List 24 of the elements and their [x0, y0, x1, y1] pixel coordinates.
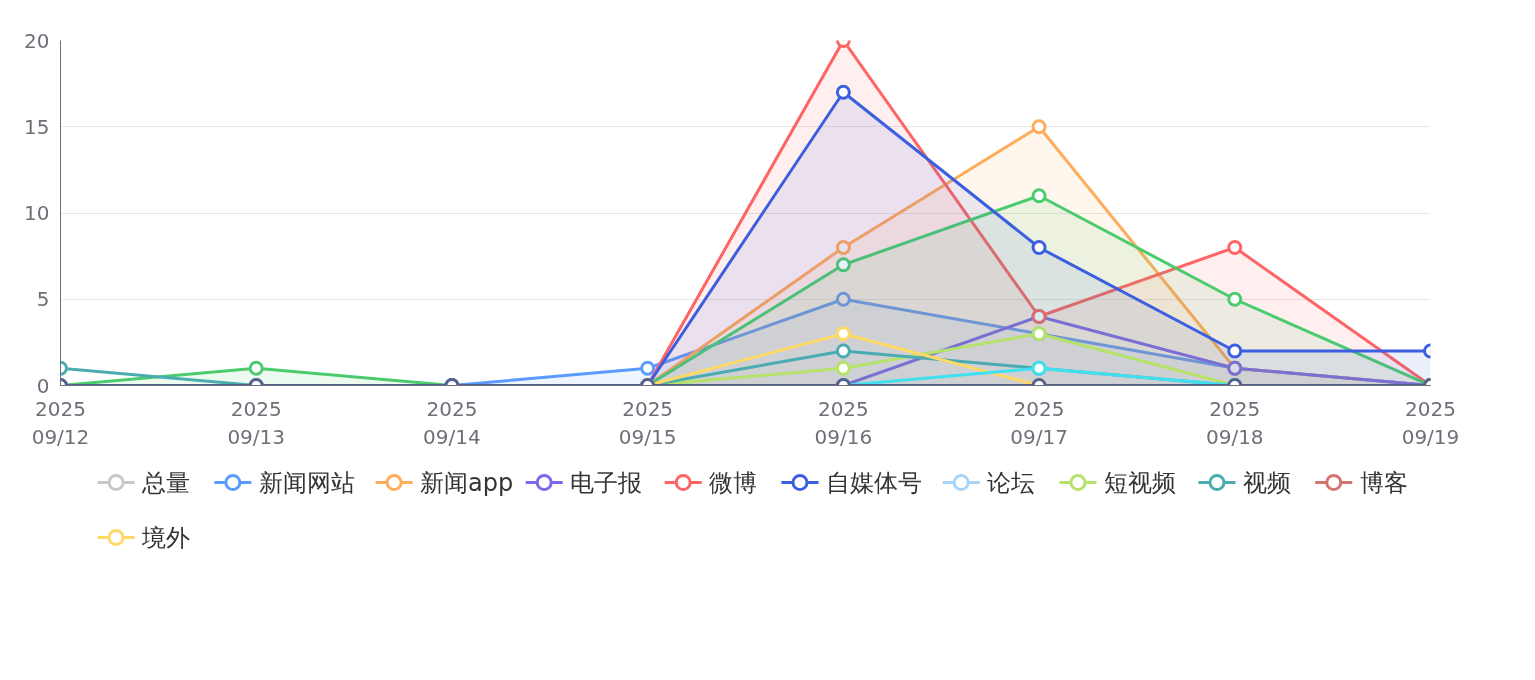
legend-label: 境外: [141, 523, 191, 552]
legend-label: 微博: [709, 468, 758, 497]
x-tick-label: 2025 09/17: [1010, 396, 1068, 450]
legend-label: 自媒体号: [825, 468, 922, 497]
x-tick-label: 2025 09/18: [1205, 396, 1264, 450]
x-tick-label: 2025 09/15: [618, 396, 677, 450]
legend-label: 博客: [1359, 468, 1408, 497]
legend-label: 短视频: [1103, 468, 1176, 497]
x-tick-label: 2025 09/12: [31, 396, 90, 450]
legend-label: 新闻app: [420, 468, 514, 497]
legend-label: 电子报: [570, 468, 643, 497]
x-tick-label: 2025 09/13: [227, 396, 286, 450]
legend-label: 论坛: [987, 468, 1036, 497]
legend-label: 总量: [141, 468, 191, 497]
legend-label: 新闻网站: [258, 468, 355, 497]
x-tick-label: 2025 09/16: [814, 396, 873, 450]
y-tick-label: 5: [36, 287, 50, 312]
x-tick-label: 2025 09/19: [1401, 396, 1460, 450]
y-tick-label: 15: [24, 114, 50, 139]
legend-label: 视频: [1242, 468, 1291, 497]
y-tick-label: 0: [36, 373, 50, 398]
x-tick-label: 2025 09/14: [423, 396, 481, 450]
y-tick-label: 20: [24, 28, 50, 53]
y-tick-label: 10: [24, 201, 50, 225]
